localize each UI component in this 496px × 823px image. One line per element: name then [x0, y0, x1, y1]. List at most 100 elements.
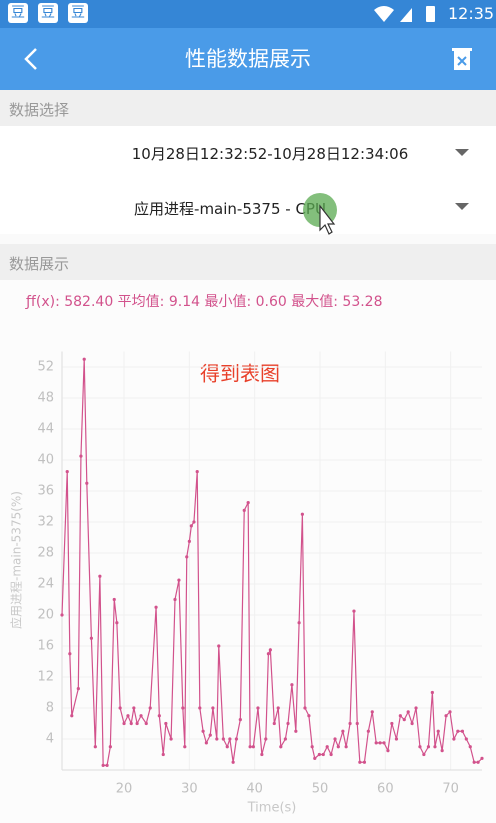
back-button[interactable] — [20, 46, 44, 72]
data-point — [215, 737, 219, 741]
y-tick-label: 16 — [37, 639, 54, 654]
data-point — [294, 729, 298, 733]
data-point — [211, 706, 215, 710]
delete-button[interactable] — [450, 46, 474, 72]
data-point — [93, 745, 97, 749]
x-tick-label: 60 — [377, 782, 394, 797]
data-point — [313, 756, 317, 760]
data-point — [115, 621, 119, 625]
y-tick-label: 4 — [46, 732, 54, 747]
y-tick-label: 44 — [37, 422, 54, 437]
data-point — [201, 729, 205, 733]
data-point — [148, 706, 152, 710]
data-point — [225, 745, 229, 749]
data-point — [221, 737, 225, 741]
dropdown-arrow — [455, 149, 469, 156]
data-point — [276, 706, 280, 710]
y-tick-label: 8 — [46, 701, 54, 716]
data-point — [290, 683, 294, 687]
data-point — [341, 729, 345, 733]
data-point — [154, 605, 158, 609]
x-tick-label: 20 — [116, 782, 133, 797]
data-point — [402, 718, 406, 722]
header-title: 性能数据展示 — [185, 47, 311, 71]
data-point — [266, 652, 271, 656]
data-point — [422, 752, 426, 757]
data-point — [129, 721, 133, 726]
touch-cursor — [303, 193, 337, 235]
section-bar: 数据选择 — [0, 90, 496, 126]
data-point — [476, 760, 480, 764]
data-point — [472, 760, 476, 764]
data-point — [82, 357, 86, 361]
data-point — [112, 597, 116, 602]
data-point — [456, 729, 460, 733]
data-point — [231, 760, 235, 764]
data-point — [65, 470, 69, 474]
data-point — [370, 710, 374, 714]
data-point — [204, 741, 208, 745]
data-point — [177, 578, 181, 582]
data-point — [101, 763, 105, 767]
data-point — [272, 721, 276, 726]
time-range-dropdown[interactable]: 10月28日12:32:52-10月28日12:34:06 — [131, 145, 409, 163]
status-time: 12:35 — [448, 4, 495, 23]
data-point — [444, 714, 448, 718]
data-point — [264, 737, 268, 741]
data-point — [303, 706, 307, 710]
data-point — [433, 745, 437, 749]
data-point — [89, 636, 93, 640]
data-point — [398, 714, 402, 718]
data-point — [310, 745, 314, 749]
data-point — [378, 741, 382, 745]
data-point — [382, 741, 386, 745]
data-point — [164, 721, 168, 726]
data-point — [187, 539, 191, 543]
data-point — [135, 721, 139, 726]
data-point — [468, 745, 472, 749]
data-point — [185, 555, 189, 559]
data-point — [68, 652, 72, 656]
data-point — [217, 644, 221, 648]
dropdown-arrow — [455, 203, 469, 210]
data-point — [418, 745, 422, 749]
process-dropdown[interactable]: 应用进程-main-5375 - CPU — [134, 200, 326, 218]
data-point — [242, 508, 246, 512]
y-tick-label: 12 — [37, 670, 54, 685]
section-label: 数据选择 — [9, 101, 70, 119]
data-point — [336, 745, 340, 749]
section-label: 数据展示 — [9, 255, 70, 273]
y-tick-label: 20 — [37, 608, 54, 623]
data-point — [390, 721, 394, 726]
data-point — [279, 745, 283, 749]
data-point — [195, 470, 199, 474]
data-point — [366, 729, 370, 733]
x-tick-label: 70 — [442, 782, 459, 797]
data-point — [268, 648, 272, 652]
data-point — [333, 737, 337, 741]
data-point — [362, 760, 367, 764]
data-point — [414, 706, 418, 710]
selection-panel: 10月28日12:32:52-10月28日12:34:06 应用进程-main-… — [0, 126, 496, 235]
data-point — [139, 714, 143, 718]
data-line — [61, 359, 483, 766]
data-point — [161, 752, 165, 757]
status-icon: 豆 — [8, 3, 28, 23]
section-bar: 数据展示 — [0, 244, 496, 280]
data-point — [105, 763, 109, 767]
chart: 得到表图 应用进程-main-5375(%) Time(s) 481216202… — [9, 351, 484, 816]
y-tick-label: 32 — [37, 515, 54, 530]
data-point — [307, 714, 311, 718]
data-point — [246, 501, 250, 505]
data-point — [452, 737, 456, 741]
x-tick-label: 40 — [246, 782, 263, 797]
data-point — [256, 706, 260, 710]
data-point — [386, 749, 390, 753]
data-point — [157, 714, 161, 718]
x-axis-label: Time(s) — [247, 801, 297, 816]
data-point — [192, 520, 196, 524]
data-point — [426, 745, 431, 749]
status-icon: 豆 — [68, 3, 88, 23]
data-point — [98, 574, 102, 578]
